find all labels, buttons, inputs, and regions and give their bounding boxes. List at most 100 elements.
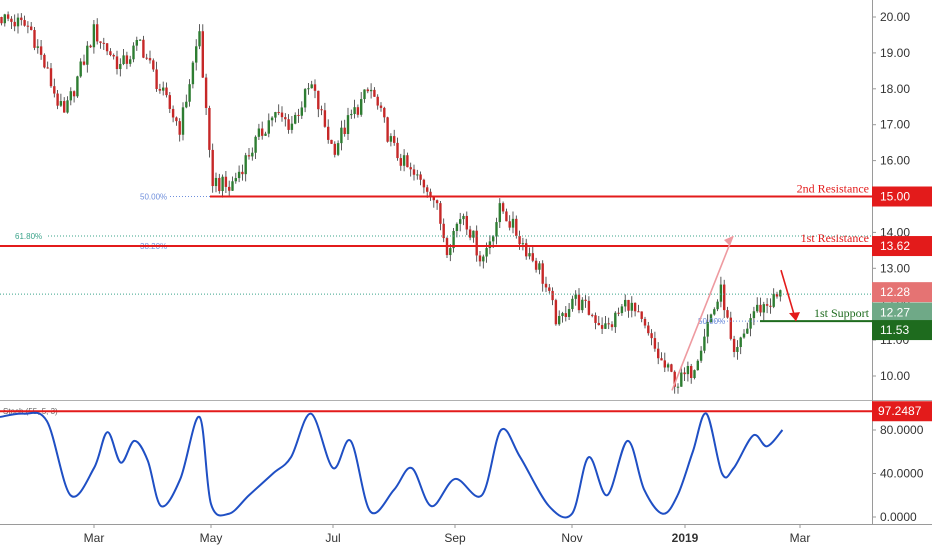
candle (198, 24, 201, 50)
level-value-tag: 13.62 (880, 239, 910, 253)
candle (171, 105, 175, 123)
osc-tick-label: 0.0000 (880, 510, 917, 524)
candle-body (693, 370, 696, 378)
candle-body (201, 31, 204, 78)
candle-body (129, 59, 132, 64)
candle-body (604, 323, 607, 329)
candle-body (610, 324, 614, 328)
candle (558, 310, 561, 326)
candle (59, 93, 63, 107)
candle (214, 172, 218, 193)
candle (742, 329, 746, 339)
candle (455, 222, 459, 238)
candle-body (531, 253, 534, 261)
candle-body (508, 221, 511, 228)
candle (600, 317, 604, 334)
candle-body (617, 312, 620, 314)
candle (277, 104, 280, 116)
candle-body (178, 121, 181, 135)
candle-body (571, 298, 574, 310)
candle-body (363, 89, 366, 100)
candle-body (452, 230, 455, 249)
candle-body (515, 218, 518, 236)
candle-body (703, 336, 706, 351)
candle (69, 87, 72, 106)
candle-body (772, 293, 775, 307)
candle (465, 211, 468, 236)
candle (379, 102, 383, 112)
time-tick-label: Mar (84, 531, 105, 545)
candle (178, 118, 181, 142)
candle (300, 101, 303, 119)
candle-body (498, 203, 501, 223)
candle-body (72, 91, 76, 97)
candle (439, 201, 442, 231)
candle-body (650, 333, 653, 339)
candle-body (336, 143, 340, 155)
price-tick-label: 20.00 (880, 10, 910, 24)
candle (86, 41, 89, 73)
candle (650, 329, 653, 346)
candle (686, 361, 690, 382)
candle (0, 16, 3, 26)
price-tag: 12.27 (880, 306, 910, 320)
candle (165, 82, 168, 98)
candle (762, 301, 765, 321)
candle (317, 90, 320, 118)
candle (409, 162, 412, 177)
price-tag-bg (872, 282, 932, 303)
candle (356, 104, 360, 118)
candle-body (6, 14, 10, 19)
candle-body (284, 117, 287, 120)
candle (488, 235, 492, 255)
candle (759, 297, 762, 317)
candle (640, 311, 643, 323)
candle-body (208, 107, 211, 150)
candle (373, 87, 376, 97)
candle-body (600, 325, 604, 329)
candle-body (185, 101, 188, 108)
candle-body (492, 236, 495, 242)
candle (30, 22, 33, 31)
candle (643, 316, 647, 329)
candle-body (112, 55, 115, 57)
candle (732, 335, 736, 358)
candle (534, 257, 538, 273)
candle (416, 169, 419, 180)
level-label: 1st Support (814, 306, 870, 320)
candle-body (465, 215, 468, 230)
candle (39, 39, 43, 60)
candle-body (624, 299, 627, 307)
candle (680, 365, 683, 387)
candle (10, 16, 13, 30)
candle-body (475, 230, 478, 256)
candle-body (46, 67, 49, 69)
candle (307, 83, 310, 95)
candle-body (779, 290, 782, 297)
candle (617, 307, 620, 317)
candle (412, 164, 416, 181)
price-tag: 12.28 (880, 285, 910, 299)
candle (624, 294, 627, 312)
candle-body (567, 309, 571, 317)
candle-body (706, 322, 709, 337)
candle-body (723, 284, 726, 311)
candle (445, 236, 449, 258)
candle (666, 362, 670, 372)
candle-body (594, 315, 597, 323)
candle-body (119, 64, 122, 70)
candle-body (683, 372, 686, 375)
candle-body (551, 290, 554, 301)
candle-body (412, 169, 416, 175)
candle-body (132, 45, 135, 60)
candle (630, 296, 633, 318)
candle-body (581, 299, 584, 311)
level-value-tag-bg (872, 320, 932, 341)
candle (432, 195, 435, 208)
candle (459, 212, 462, 232)
candle-body (676, 386, 680, 388)
candle-body (234, 178, 237, 182)
candle (577, 288, 581, 314)
candle-body (152, 60, 155, 70)
